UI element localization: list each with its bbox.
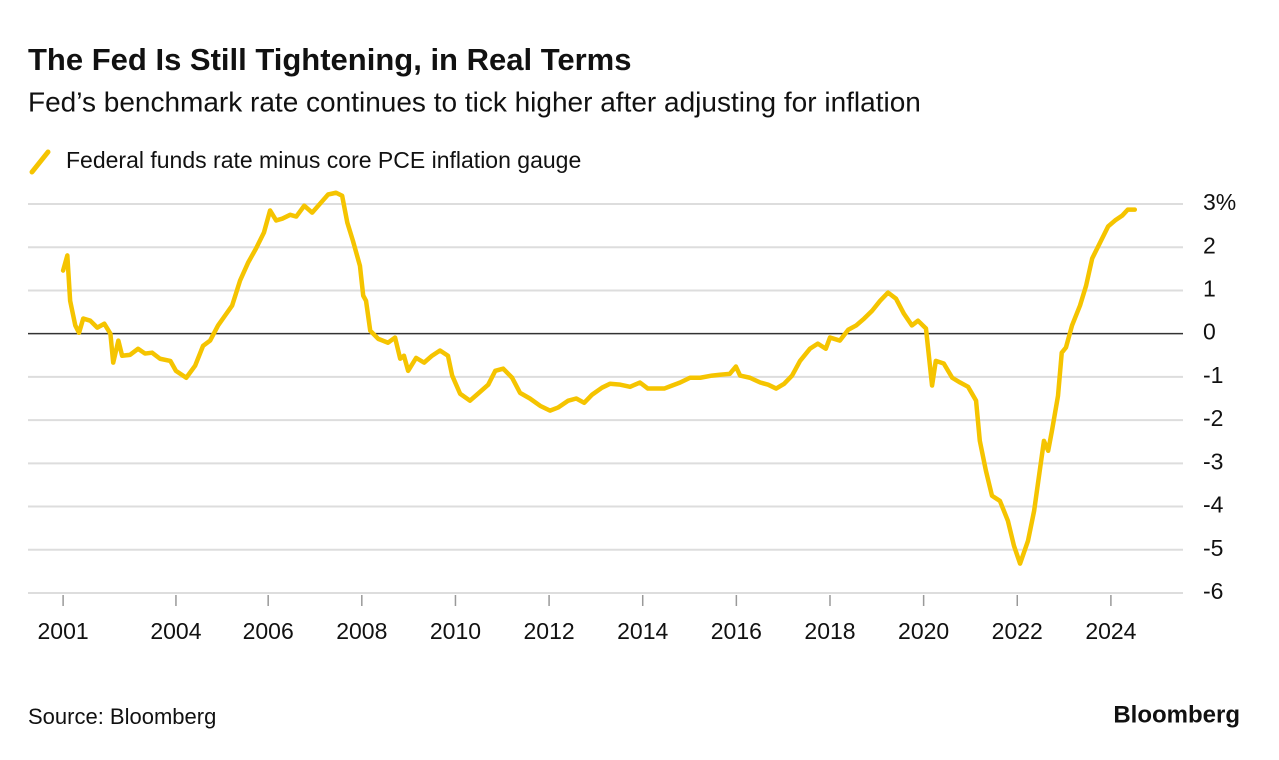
y-tick-label: -6: [1203, 578, 1223, 604]
y-tick-label: -1: [1203, 362, 1223, 388]
source-note: Source: Bloomberg: [28, 704, 216, 729]
x-tick-label: 2012: [523, 618, 574, 644]
y-tick-label: -4: [1203, 492, 1224, 518]
y-tick-label: 1: [1203, 276, 1216, 302]
legend-label: Federal funds rate minus core PCE inflat…: [66, 147, 581, 173]
x-tick-label: 2016: [711, 618, 762, 644]
y-tick-label: -2: [1203, 405, 1223, 431]
x-tick-label: 2004: [150, 618, 201, 644]
x-tick-label: 2014: [617, 618, 668, 644]
data-line: [60, 190, 1138, 566]
y-tick-label: 2: [1203, 232, 1216, 258]
x-tick-label: 2022: [992, 618, 1043, 644]
x-tick-label: 2018: [804, 618, 855, 644]
y-tick-label: -3: [1203, 448, 1223, 474]
brand-logo: Bloomberg: [1113, 701, 1240, 728]
x-tick-label: 2001: [38, 618, 89, 644]
y-tick-label: -5: [1203, 535, 1223, 561]
x-tick-label: 2020: [898, 618, 949, 644]
chart-subtitle: Fed’s benchmark rate continues to tick h…: [28, 86, 921, 117]
x-tick-label: 2006: [243, 618, 294, 644]
y-tick-label: 3%: [1203, 189, 1236, 215]
x-tick-label: 2010: [430, 618, 481, 644]
chart-title: The Fed Is Still Tightening, in Real Ter…: [28, 42, 631, 77]
x-tick-label: 2008: [336, 618, 387, 644]
legend-swatch: [29, 149, 51, 175]
x-tick-label: 2024: [1085, 618, 1136, 644]
y-tick-label: 0: [1203, 319, 1216, 345]
